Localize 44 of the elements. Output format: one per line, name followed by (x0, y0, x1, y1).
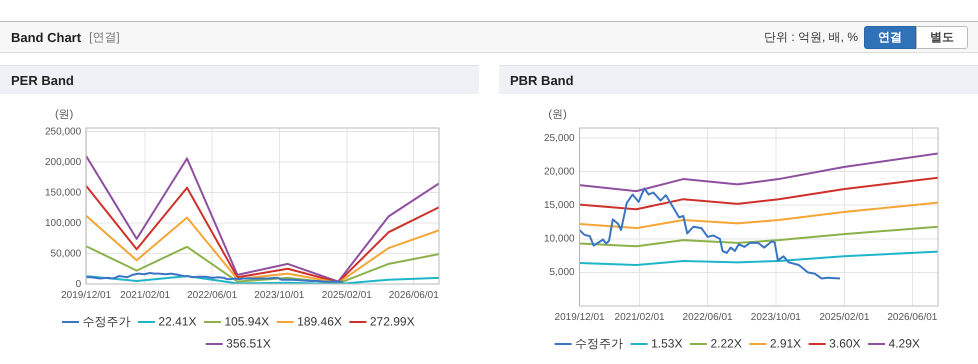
y-tick-label: 5,000 (550, 267, 576, 278)
x-tick-label: 2023/10/01 (750, 312, 802, 323)
legend-label: 22.41X (158, 314, 196, 328)
y-tick-label: 100,000 (44, 218, 82, 229)
legend-label: 수정주가 (575, 336, 624, 350)
legend-label: 272.99X (370, 314, 415, 328)
x-tick-label: 2021/02/01 (120, 290, 171, 301)
y-axis-title: (원) (548, 108, 567, 121)
y-tick-label: 25,000 (544, 132, 576, 144)
legend-label: 4.29X (888, 336, 920, 350)
y-tick-label: 200,000 (44, 156, 82, 168)
x-tick-label: 2019/12/01 (554, 312, 606, 323)
x-tick-label: 2025/02/01 (322, 290, 372, 301)
legend-label: 189.46X (297, 314, 342, 328)
x-tick-label: 2026/06/01 (887, 312, 938, 323)
text: 단위 : 억원, 배, % (764, 28, 858, 46)
x-tick-label: 2021/02/01 (614, 312, 666, 323)
y-tick-label: 150,000 (44, 187, 82, 198)
chart-title: PBR Band (499, 65, 978, 94)
legend-label: 3.60X (829, 336, 861, 350)
text: 연결 (864, 26, 916, 48)
text: Band Chart (11, 30, 82, 44)
chart-title: PER Band (0, 65, 479, 94)
x-tick-label: 2022/06/01 (682, 312, 734, 323)
text: [연결] (89, 28, 120, 46)
y-axis-title: (원) (54, 108, 74, 121)
x-tick-label: 2026/06/01 (388, 290, 440, 301)
legend-label: 356.51X (226, 336, 271, 350)
legend-label: 2.22X (710, 336, 742, 350)
y-tick-label: 250,000 (44, 126, 82, 138)
x-tick-label: 2022/06/01 (187, 290, 238, 301)
x-tick-label: 2019/12/01 (61, 290, 112, 301)
legend-label: 2.91X (770, 336, 802, 350)
x-tick-label: 2023/10/01 (254, 290, 305, 301)
legend-label: 수정주가 (82, 314, 130, 328)
y-tick-label: 0 (76, 278, 82, 290)
legend-label: 105.94X (224, 314, 270, 328)
y-tick-label: 10,000 (544, 234, 576, 245)
y-tick-label: 20,000 (544, 166, 576, 178)
y-tick-label: 50,000 (50, 248, 82, 260)
x-tick-label: 2025/02/01 (819, 312, 870, 323)
text: 별도 (916, 26, 968, 48)
legend-label: 1.53X (651, 336, 682, 350)
y-tick-label: 15,000 (544, 200, 576, 211)
